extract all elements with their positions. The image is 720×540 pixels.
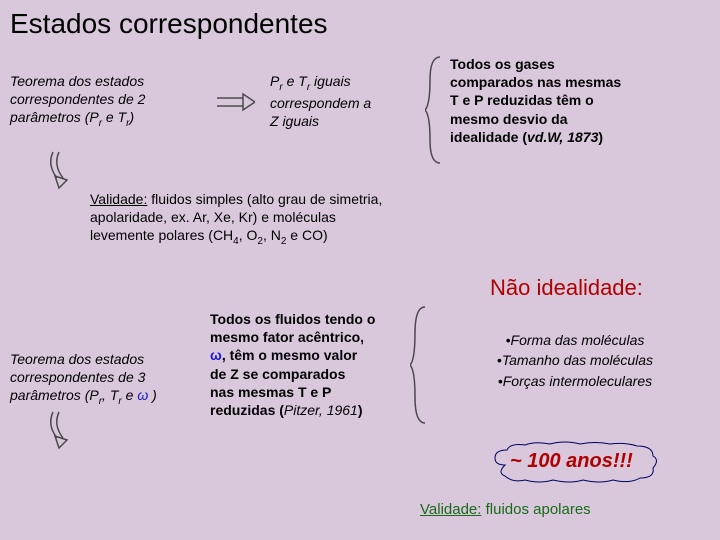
fl-l2: mesmo fator acêntrico,	[210, 329, 364, 345]
gases-l4: mesmo desvio da	[450, 111, 568, 127]
fl-l6b: Pitzer, 1961	[284, 402, 358, 418]
fl-omega: ω	[210, 347, 222, 363]
teorema-3param: Teorema dos estados correspondentes de 3…	[10, 350, 205, 408]
nao-idealidade-heading: Não idealidade:	[490, 275, 643, 301]
brace-icon	[425, 55, 445, 165]
val1-f: , N	[263, 227, 281, 243]
gases-l1: Todos os gases	[450, 56, 555, 72]
arrow-right-icon	[215, 92, 255, 112]
val1-d: levemente polares (CH	[90, 227, 233, 243]
bullets-block: •Forma das moléculas •Tamanho das molécu…	[460, 330, 690, 391]
brace-icon-2	[410, 305, 430, 425]
gases-l5a: idealidade (	[450, 129, 527, 145]
curved-arrow-down-icon-2	[45, 410, 85, 450]
gases-block: Todos os gases comparados nas mesmas T e…	[450, 55, 695, 146]
prtr-l2: correspondem a	[270, 95, 371, 111]
hundred-years: ~ 100 anos!!!	[510, 450, 633, 473]
teorema-2param: Teorema dos estados correspondentes de 2…	[10, 72, 200, 130]
teo2-line3a: parâmetros (P	[10, 109, 99, 125]
teo2-line3b: e T	[102, 109, 126, 125]
prtr-l3: Z iguais	[270, 113, 319, 129]
validade-1: Validade: fluidos simples (alto grau de …	[90, 190, 460, 248]
prtr-l1c: iguais	[310, 73, 350, 89]
prtr-l1b: e T	[283, 73, 307, 89]
val1-b: fluidos simples (alto grau de simetria,	[147, 191, 382, 207]
validade-2: Validade: fluidos apolares	[420, 500, 591, 520]
teo3-l1: Teorema dos estados	[10, 351, 144, 367]
bullet-1: •Forma das moléculas	[506, 332, 645, 348]
gases-l5c: )	[598, 129, 603, 145]
teo3-l3b: , T	[102, 387, 118, 403]
teo3-l3a: parâmetros (P	[10, 387, 99, 403]
fl-l4: de Z se comparados	[210, 366, 345, 382]
bullet-3: •Forças intermoleculares	[498, 373, 652, 389]
teo2-line3c: )	[130, 109, 135, 125]
val1-e: , O	[239, 227, 258, 243]
fl-l6c: )	[358, 402, 363, 418]
teo3-l2: correspondentes de 3	[10, 369, 145, 385]
val2-b: fluidos apolares	[481, 501, 590, 518]
teo3-l3c: e	[122, 387, 138, 403]
bullet-2: •Tamanho das moléculas	[497, 352, 653, 368]
fl-l5: nas mesmas T e P	[210, 384, 331, 400]
prtr-l1a: P	[270, 73, 279, 89]
gases-l3: T e P reduzidas têm o	[450, 92, 594, 108]
slide-title: Estados correspondentes	[10, 8, 328, 40]
teo3-omega: ω	[137, 387, 148, 403]
val1-label: Validade:	[90, 191, 147, 207]
teo3-l3e: )	[148, 387, 157, 403]
val1-c: apolaridade, ex. Ar, Xe, Kr) e moléculas	[90, 209, 336, 225]
teo2-line2: correspondentes de 2	[10, 91, 145, 107]
fl-l3b: , têm o mesmo valor	[222, 347, 357, 363]
gases-l5b: vd.W, 1873	[527, 129, 598, 145]
fluidos-block: Todos os fluidos tendo o mesmo fator acê…	[210, 310, 400, 419]
gases-l2: comparados nas mesmas	[450, 74, 621, 90]
curved-arrow-down-icon	[45, 150, 85, 190]
fl-l1: Todos os fluidos tendo o	[210, 311, 375, 327]
teo2-line1: Teorema dos estados	[10, 73, 144, 89]
val1-g: e CO)	[286, 227, 327, 243]
fl-l6a: reduzidas (	[210, 402, 284, 418]
prtr-block: Pr e Tr iguais correspondem a Z iguais	[270, 72, 410, 130]
val2-label: Validade:	[420, 501, 481, 518]
